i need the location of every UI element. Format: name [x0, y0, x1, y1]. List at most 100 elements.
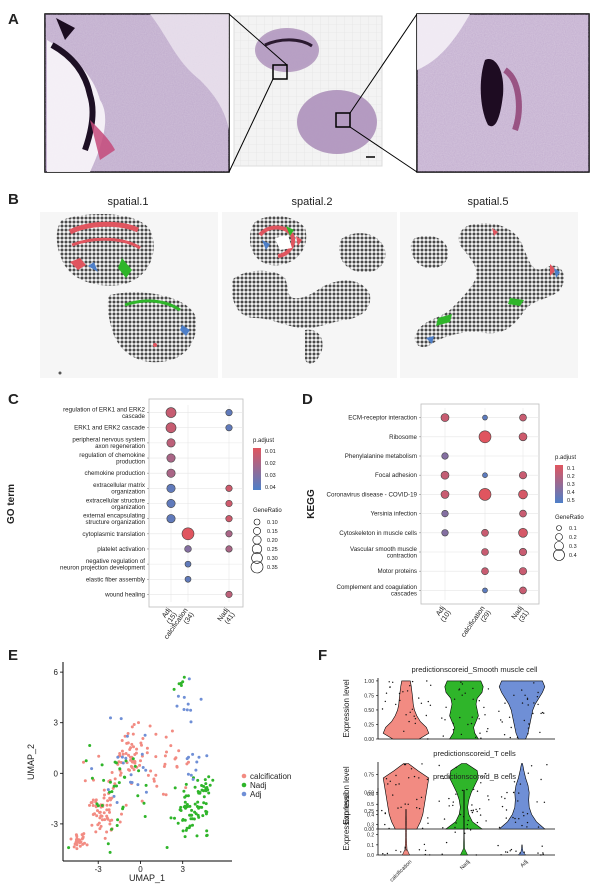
umap-point: [137, 721, 140, 725]
umap-point: [121, 807, 125, 811]
violin-shape: [444, 680, 484, 740]
jitter-point: [442, 735, 444, 737]
umap-point: [182, 675, 186, 679]
umap-point: [189, 813, 193, 817]
umap-point: [202, 795, 206, 799]
histology-zoom-right: [416, 13, 590, 173]
umap-point: [132, 723, 136, 726]
size-tick-label: 0.15: [267, 529, 278, 535]
jitter-point: [395, 849, 397, 852]
jitter-point: [409, 685, 411, 687]
kegg-size-legend-title: GeneRatio: [555, 515, 584, 521]
violin-y-tick-label: 0.4: [367, 812, 374, 818]
umap-point: [182, 695, 186, 699]
umap-point: [163, 754, 167, 758]
umap-point: [187, 826, 191, 830]
y-tick-label: -3: [51, 820, 59, 829]
umap-point: [144, 768, 148, 772]
x-tick-label: 0: [138, 865, 143, 874]
umap-point: [130, 725, 134, 729]
jitter-point: [405, 714, 407, 716]
size-tick-label: 0.10: [267, 520, 278, 526]
spatial-title-1: spatial.1: [108, 196, 149, 208]
violin-y-tick-label: 0.75: [364, 772, 374, 778]
umap-point: [106, 799, 110, 803]
jitter-point: [504, 702, 506, 704]
dot-point: [478, 430, 492, 444]
jitter-point: [527, 704, 529, 706]
umap-point: [181, 818, 185, 822]
jitter-point: [470, 722, 473, 725]
umap-point: [118, 767, 122, 771]
dot-point: [166, 514, 176, 524]
umap-point: [117, 781, 121, 785]
jitter-point: [527, 772, 529, 774]
umap-point: [144, 790, 148, 794]
violin-y-tick-label: 0.1: [367, 843, 374, 849]
jitter-point: [452, 804, 454, 807]
jitter-point: [500, 796, 503, 798]
umap-point: [90, 767, 94, 771]
jitter-point: [452, 722, 454, 725]
violin-title: predictionscoreid_B cells: [433, 772, 516, 781]
umap-point: [128, 748, 132, 751]
legend-key: [241, 791, 247, 797]
dot-point: [518, 489, 528, 500]
umap-point: [184, 786, 188, 790]
umap-point: [89, 801, 93, 805]
size-tick-label: 0.25: [267, 547, 278, 553]
violin-title: predictionscoreid_T cells: [433, 749, 516, 758]
jitter-point: [461, 694, 463, 696]
jitter-point: [521, 702, 524, 704]
go-color-bar: [253, 448, 261, 490]
panel-letter-a: A: [8, 11, 19, 28]
violin-y-tick-label: 0.00: [364, 827, 374, 833]
umap-point: [97, 821, 101, 825]
size-key: [555, 533, 563, 541]
size-key: [251, 543, 263, 555]
term-label: Vascular smooth muscle contraction: [350, 546, 417, 560]
umap-point: [140, 752, 144, 756]
jitter-point: [441, 717, 443, 719]
jitter-point: [523, 851, 525, 853]
jitter-point: [455, 766, 457, 769]
violin-shape: [517, 844, 527, 856]
jitter-point: [453, 698, 456, 700]
jitter-point: [469, 829, 472, 831]
violin-y-tick-label: 0.75: [364, 693, 374, 699]
term-label: Cytoskeleton in muscle cells: [339, 530, 417, 537]
dot-point: [184, 575, 192, 583]
size-tick-label: 0.4: [569, 553, 577, 559]
umap-point: [113, 782, 117, 786]
jitter-point: [413, 775, 416, 778]
umap-point: [205, 833, 209, 837]
jitter-point: [466, 827, 469, 830]
umap-point: [196, 778, 200, 782]
jitter-point: [386, 852, 389, 855]
umap-point: [115, 824, 119, 827]
violin-y-tick-label: 0.3: [367, 823, 374, 829]
umap-point: [186, 794, 190, 798]
jitter-point: [542, 852, 544, 854]
umap-point: [108, 803, 112, 807]
go-size-legend-title: GeneRatio: [253, 508, 282, 514]
jitter-point: [480, 737, 482, 739]
size-key: [253, 518, 261, 526]
legend-key: [241, 773, 247, 779]
umap-point: [208, 783, 212, 787]
jitter-point: [414, 722, 416, 725]
umap-point: [140, 743, 143, 747]
umap-point: [98, 827, 102, 831]
jitter-point: [418, 697, 420, 699]
umap-point: [106, 788, 110, 792]
color-tick-label: 0.5: [567, 498, 575, 504]
jitter-point: [427, 817, 429, 819]
jitter-point: [471, 811, 474, 814]
umap-point: [136, 794, 140, 798]
jitter-point: [487, 688, 490, 690]
umap-point: [116, 755, 120, 759]
jitter-point: [479, 814, 482, 816]
umap-point: [118, 752, 122, 755]
umap-point: [137, 769, 141, 773]
term-label: ECM-receptor interaction: [348, 415, 417, 422]
